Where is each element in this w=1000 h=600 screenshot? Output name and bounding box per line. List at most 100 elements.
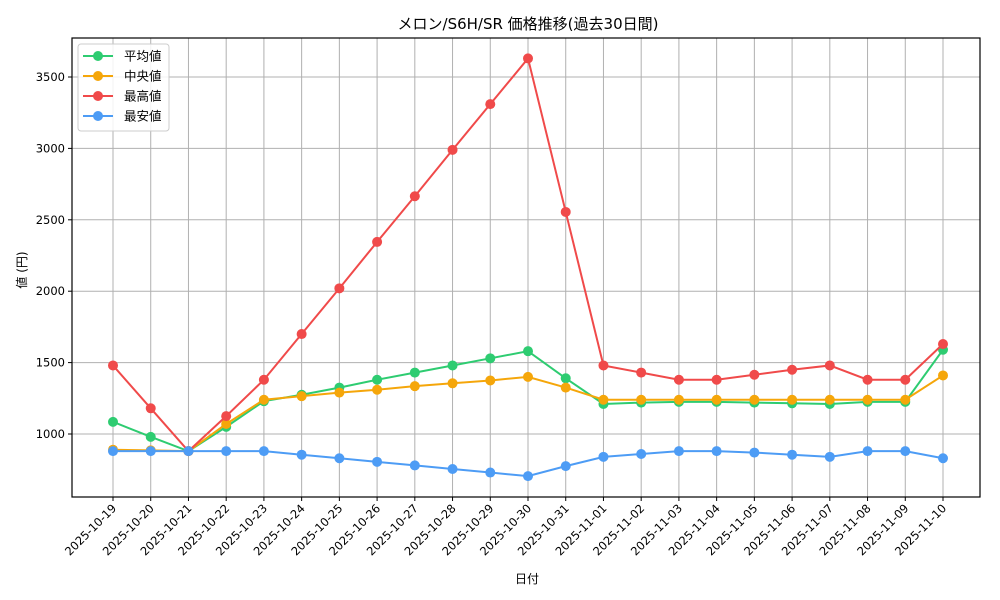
legend-label: 平均値: [124, 49, 162, 64]
legend-marker-icon: [93, 91, 103, 101]
data-point: [221, 446, 232, 457]
data-point: [108, 416, 118, 427]
y-tick-label: 3500: [36, 70, 65, 84]
data-point: [636, 367, 647, 378]
series-2: [108, 53, 948, 457]
data-point: [258, 374, 269, 385]
legend-box: [77, 43, 170, 132]
data-point: [711, 446, 722, 457]
data-point: [824, 360, 835, 371]
data-point: [598, 360, 609, 371]
data-point: [145, 403, 156, 414]
chart-title: メロン/S6H/SR 価格推移(過去30日間): [398, 15, 659, 33]
legend-item: 中央値: [83, 69, 162, 84]
data-point: [523, 471, 533, 482]
data-point: [372, 236, 383, 247]
data-point: [447, 463, 458, 474]
data-point: [447, 144, 458, 155]
data-point: [145, 431, 156, 442]
legend-marker-icon: [93, 51, 103, 61]
data-point: [560, 461, 571, 472]
data-point: [938, 370, 948, 381]
legend-label: 最安値: [124, 109, 162, 124]
data-point: [598, 394, 609, 405]
y-tick-label: 2500: [36, 213, 65, 227]
data-point: [447, 360, 458, 371]
data-point: [560, 382, 571, 393]
y-axis-ticks: 1000 1500 2000 2500 3000 3500: [36, 70, 72, 441]
data-point: [183, 446, 194, 457]
data-point: [409, 381, 420, 392]
data-point: [900, 394, 911, 405]
grid-lines: [72, 38, 980, 497]
y-tick-label: 3000: [36, 141, 65, 155]
data-point: [372, 374, 383, 385]
data-point: [523, 346, 533, 357]
data-point: [108, 360, 118, 371]
data-point: [900, 446, 911, 457]
legend-item: 最高値: [83, 89, 162, 104]
data-point: [862, 394, 873, 405]
data-point: [523, 53, 533, 64]
data-point: [636, 448, 647, 459]
data-point: [636, 394, 647, 405]
data-point: [673, 446, 684, 457]
data-point: [711, 374, 722, 385]
data-point: [296, 329, 307, 340]
legend-label: 最高値: [124, 89, 162, 104]
data-point: [447, 378, 458, 389]
y-axis-label: 値 (円): [14, 251, 29, 288]
legend-marker-icon: [93, 111, 103, 121]
data-point: [409, 367, 420, 378]
data-point: [409, 191, 420, 202]
data-point: [334, 387, 345, 398]
data-point: [372, 456, 383, 467]
y-tick-label: 1000: [36, 427, 65, 441]
data-point: [296, 449, 307, 460]
x-axis-ticks: 2025-10-192025-10-202025-10-212025-10-22…: [62, 497, 949, 558]
data-point: [372, 384, 383, 395]
data-point: [485, 353, 496, 364]
legend-item: 平均値: [83, 49, 162, 64]
data-point: [938, 453, 948, 464]
x-axis-label: 日付: [515, 572, 539, 586]
data-point: [485, 467, 496, 478]
data-point: [145, 446, 156, 457]
data-point: [938, 339, 948, 350]
data-point: [108, 446, 118, 457]
data-point: [221, 419, 232, 430]
data-point: [560, 206, 571, 217]
data-point: [711, 394, 722, 405]
data-point: [673, 374, 684, 385]
data-point: [673, 394, 684, 405]
data-point: [862, 374, 873, 385]
data-point: [334, 453, 345, 464]
data-point: [900, 374, 911, 385]
data-point: [598, 451, 609, 462]
legend-marker-icon: [93, 71, 103, 81]
legend-label: 中央値: [124, 69, 162, 84]
data-point: [749, 447, 760, 458]
data-point: [485, 375, 496, 386]
series-3: [108, 446, 948, 482]
y-tick-label: 1500: [36, 356, 65, 370]
data-series: [108, 53, 948, 482]
data-point: [749, 394, 760, 405]
data-point: [334, 283, 345, 294]
y-tick-label: 2000: [36, 284, 65, 298]
data-point: [523, 371, 533, 382]
data-point: [787, 449, 798, 460]
data-point: [749, 369, 760, 380]
data-point: [485, 99, 496, 110]
data-point: [824, 451, 835, 462]
data-point: [258, 394, 269, 405]
data-point: [787, 364, 798, 375]
data-point: [787, 394, 798, 405]
data-point: [296, 391, 307, 402]
data-point: [824, 394, 835, 405]
plot-frame: [71, 37, 981, 498]
data-point: [409, 460, 420, 471]
